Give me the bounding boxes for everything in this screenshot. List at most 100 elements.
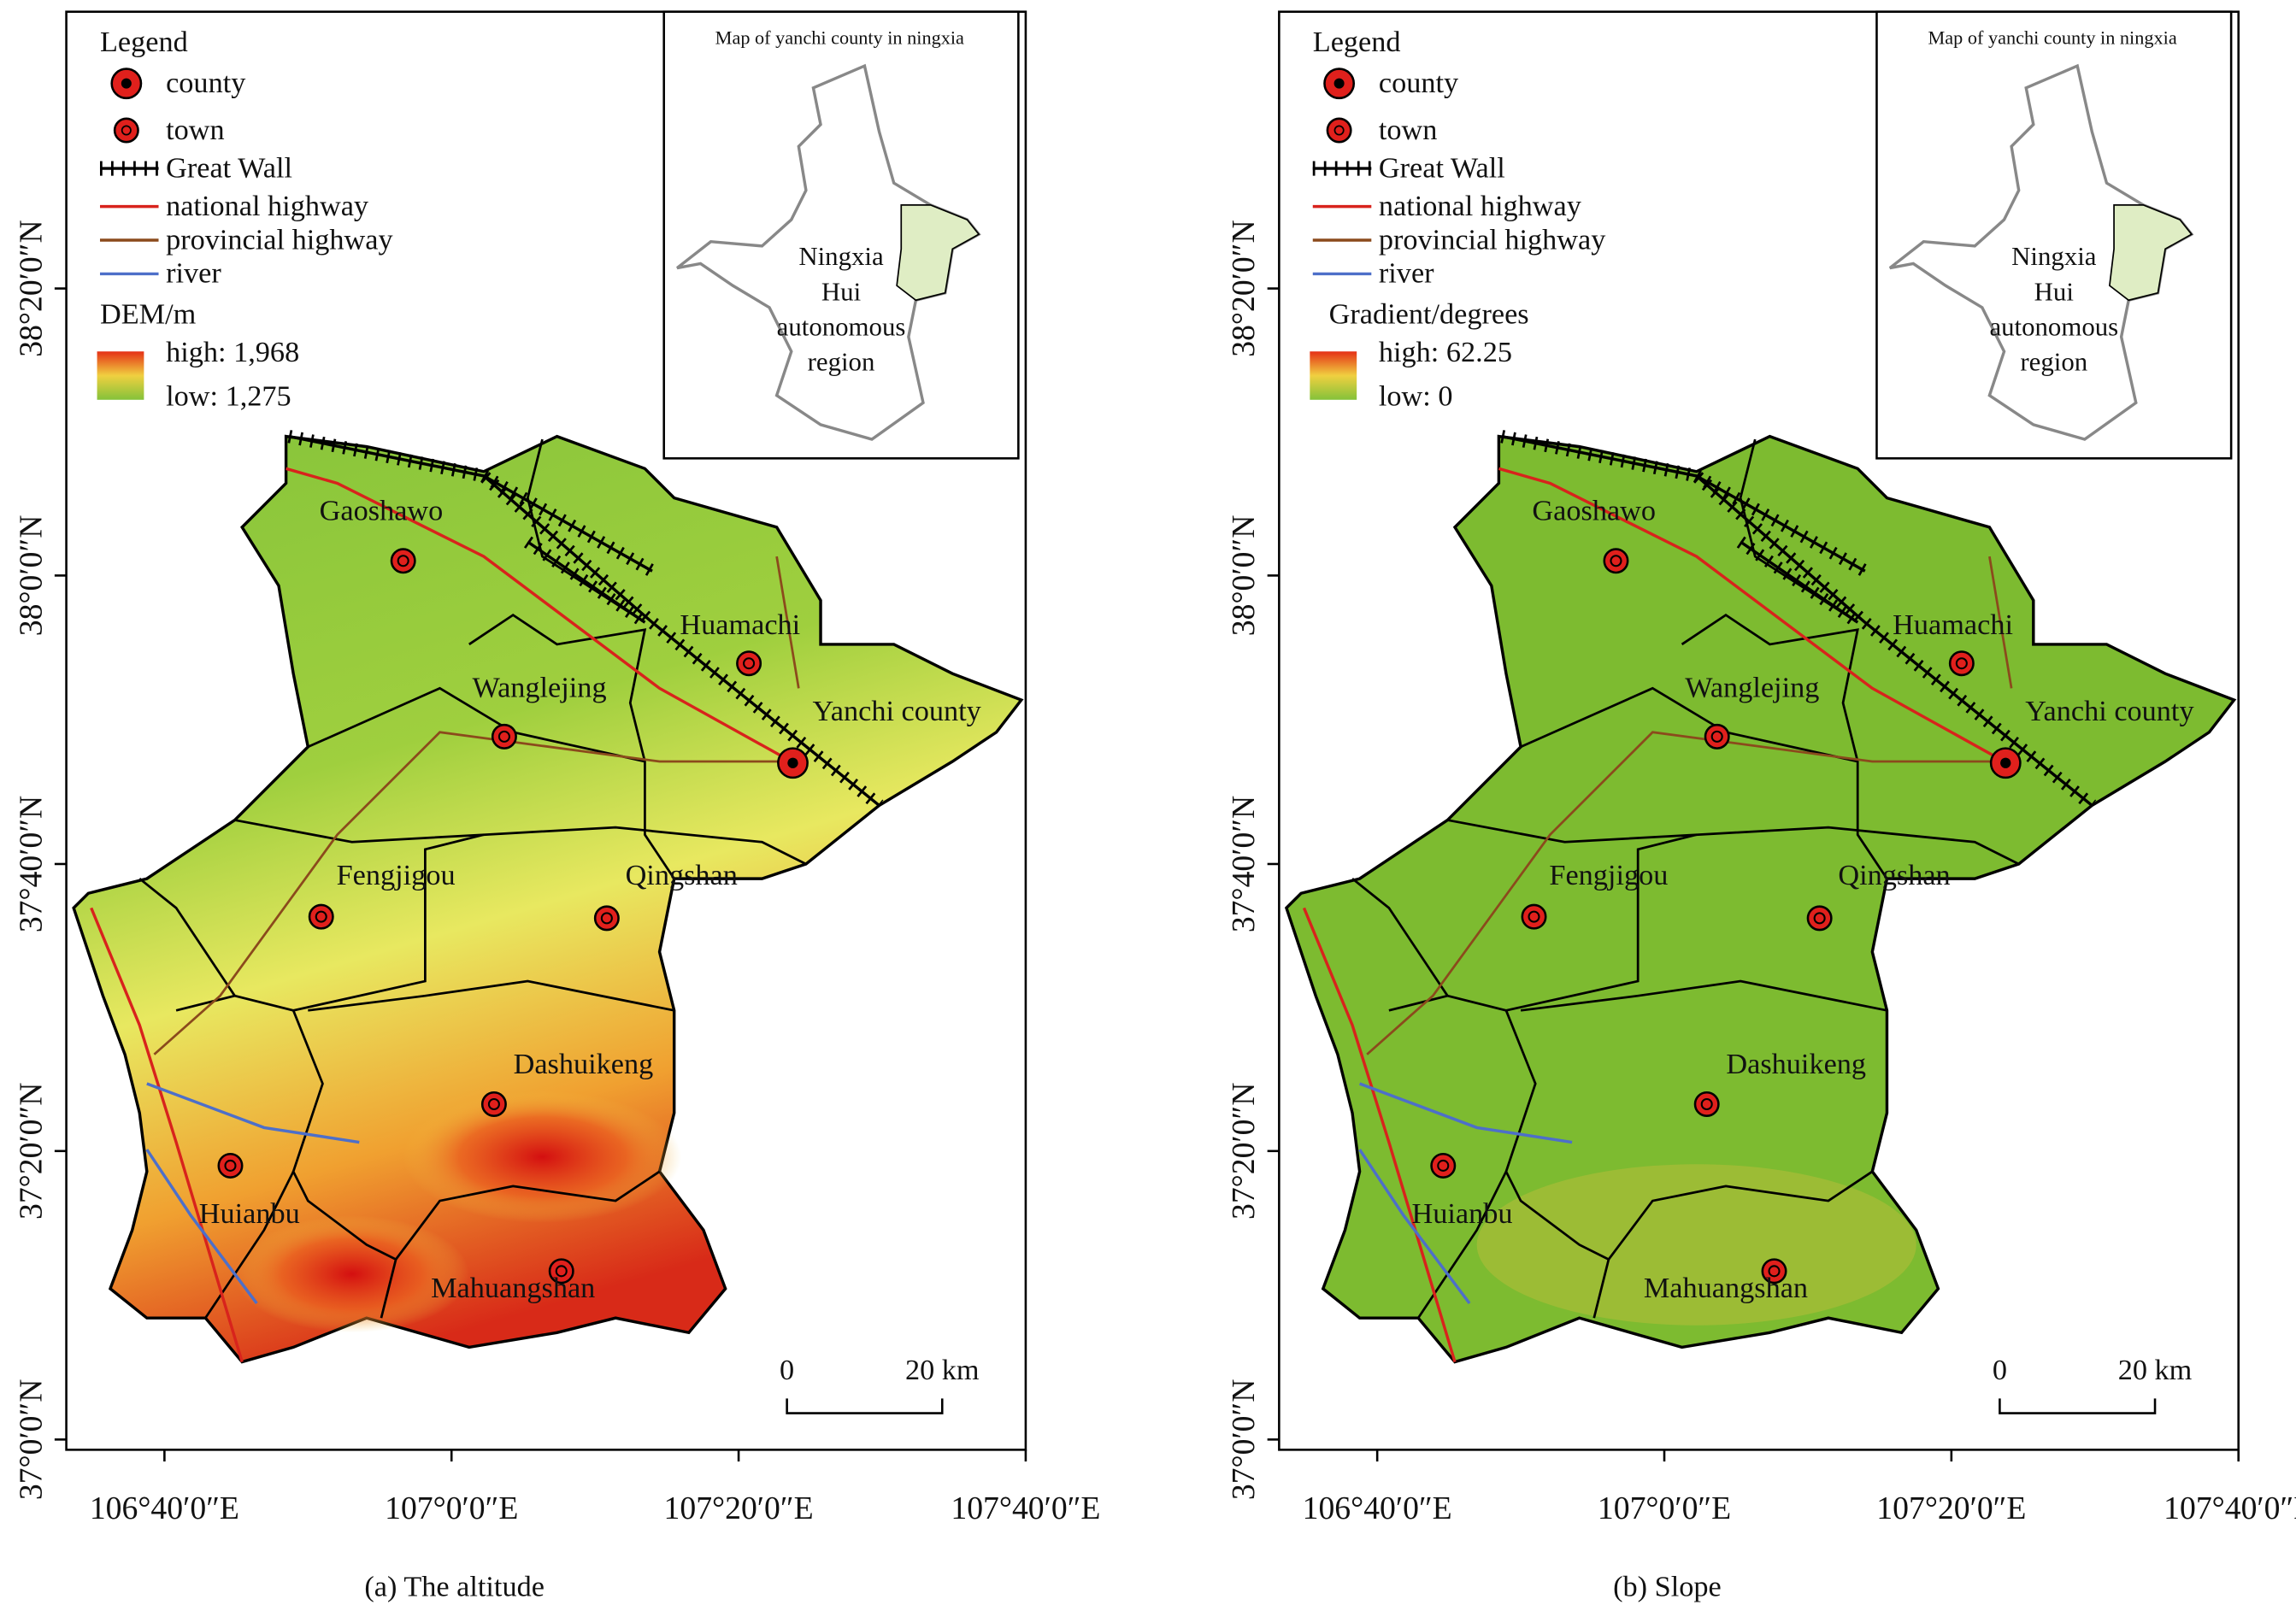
- x-tick-label: 107°20′0″E: [664, 1490, 814, 1526]
- great-wall: [1695, 474, 1866, 573]
- township-border: [308, 979, 674, 1012]
- great-wall: [287, 430, 884, 811]
- marker-center: [2000, 757, 2011, 768]
- town-marker: [1430, 1152, 1457, 1179]
- national-highway: [1498, 467, 2005, 763]
- marker-center: [743, 657, 756, 670]
- marker-center: [1813, 912, 1826, 925]
- place-label: Gaoshawo: [1532, 494, 1656, 526]
- inset-region-label: region: [2020, 348, 2087, 377]
- river: [1358, 1082, 1573, 1144]
- national-highway: [286, 467, 792, 763]
- legend-label: provincial highway: [166, 223, 393, 256]
- raster-low: low: 0: [1379, 380, 1453, 413]
- raster-low: low: 1,275: [166, 380, 291, 413]
- map-panel: Gaoshawo Huamachi Wanglejing Yanchi county F…: [1226, 10, 2296, 1603]
- place-label: Qingshan: [626, 859, 738, 891]
- scale-bar: [1999, 1398, 2157, 1414]
- legend-label: town: [1379, 114, 1438, 146]
- marker-center: [487, 1097, 500, 1111]
- inset-region-label: region: [808, 348, 875, 377]
- place-label: Dashuikeng: [514, 1048, 654, 1080]
- scale-zero: 0: [1993, 1354, 2007, 1386]
- map-panel: Gaoshawo Huamachi Wanglejing Yanchi county F…: [13, 10, 1100, 1603]
- place-label: Dashuikeng: [1726, 1048, 1866, 1080]
- x-tick-label: 107°20′0″E: [1876, 1490, 2026, 1526]
- raster-high: high: 1,968: [166, 336, 299, 368]
- town-marker: [736, 650, 762, 677]
- town-marker: [217, 1152, 244, 1179]
- steep-terrain: [1476, 1164, 1916, 1326]
- provincial-highway: [775, 556, 800, 689]
- provincial-highway: [153, 731, 792, 1055]
- marker-center: [1700, 1097, 1713, 1111]
- town-marker: [1704, 723, 1730, 750]
- place-label: Qingshan: [1838, 859, 1950, 891]
- legend-label: town: [166, 114, 225, 146]
- township-border: [138, 878, 236, 997]
- township-border: [380, 1259, 397, 1319]
- legend-title: Legend: [100, 26, 188, 58]
- raster-title: Gradient/degrees: [1329, 298, 1529, 331]
- inset-region-label: Hui: [821, 277, 861, 306]
- raster-high: high: 62.25: [1379, 336, 1512, 368]
- y-tick-label: 37°0′0″N: [13, 1379, 49, 1501]
- legend-label: provincial highway: [1379, 223, 1606, 256]
- inset-region-label: autonomous: [777, 312, 906, 341]
- scale-bar: [786, 1398, 944, 1414]
- town-marker: [480, 1091, 507, 1117]
- township-border: [291, 1009, 661, 1261]
- town-marker: [1521, 903, 1547, 930]
- legend-symbol: [121, 125, 132, 136]
- scale-label: 20 km: [2118, 1354, 2193, 1386]
- inset-region-label: Ningxia: [798, 242, 884, 271]
- y-tick-label: 38°20′0″N: [1226, 220, 1262, 356]
- town-marker: [390, 548, 416, 574]
- legend-symbol: [1333, 125, 1345, 136]
- place-label: Huamachi: [680, 608, 800, 641]
- township-border: [1681, 614, 1888, 879]
- town-marker: [491, 723, 517, 750]
- high-terrain: [234, 1215, 469, 1333]
- inset-region-label: autonomous: [1989, 312, 2118, 341]
- panel-caption: (b) Slope: [1613, 1571, 1722, 1603]
- legend-label: river: [166, 257, 221, 290]
- marker-center: [315, 910, 327, 923]
- town-marker: [1603, 548, 1629, 574]
- national-highway: [1302, 907, 1457, 1363]
- great-wall: [1736, 536, 1862, 628]
- township-border: [1739, 438, 1858, 624]
- marker-center: [397, 555, 409, 567]
- scale-zero: 0: [780, 1354, 794, 1386]
- yanchi-highlight: [896, 204, 980, 302]
- place-label: Mahuangshan: [431, 1272, 595, 1304]
- legend-symbol: [1333, 78, 1345, 89]
- national-highway: [90, 907, 244, 1363]
- great-wall: [483, 474, 653, 573]
- inset-region-label: Hui: [2034, 277, 2074, 306]
- township-border: [1447, 819, 2020, 866]
- y-tick-label: 38°20′0″N: [13, 220, 49, 356]
- provincial-highway: [1366, 731, 2005, 1055]
- y-tick-label: 37°40′0″N: [1226, 796, 1262, 932]
- marker-center: [224, 1159, 237, 1172]
- marker-center: [1528, 910, 1540, 923]
- legend-label: county: [1379, 67, 1458, 99]
- legend-label: national highway: [1379, 190, 1581, 222]
- township-border: [1592, 1259, 1610, 1319]
- place-label: Mahuangshan: [1644, 1272, 1808, 1304]
- raster-title: DEM/m: [100, 298, 197, 331]
- township-border: [1351, 878, 1449, 997]
- place-label: Yanchi county: [812, 695, 980, 727]
- place-label: Gaoshawo: [320, 494, 444, 526]
- marker-center: [555, 1265, 568, 1278]
- place-label: Yanchi county: [2025, 695, 2193, 727]
- map-frame: [65, 10, 1027, 1451]
- x-tick-label: 107°0′0″E: [385, 1490, 518, 1526]
- x-tick-label: 107°40′0″E: [951, 1490, 1100, 1526]
- town-marker: [548, 1258, 574, 1285]
- river: [146, 1082, 360, 1144]
- place-label: Huamachi: [1893, 608, 2013, 641]
